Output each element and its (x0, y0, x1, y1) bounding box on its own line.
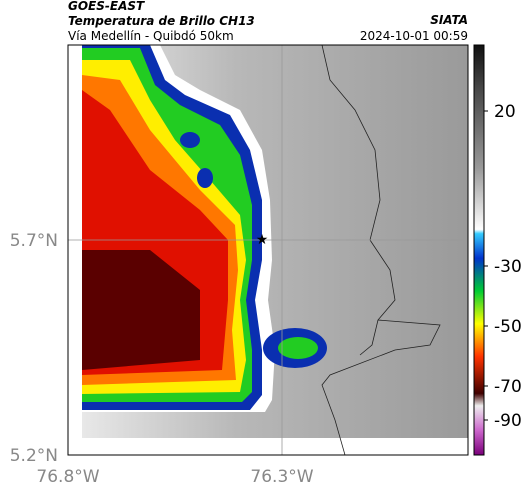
lat-label: 5.2°N (10, 446, 58, 466)
colorbar-tick-label: -90 (494, 411, 522, 431)
colorbar-tick-label: -30 (494, 257, 522, 277)
colorbar-tick-label: 20 (494, 102, 516, 122)
map-area: ★ (67, 44, 469, 456)
colorbar-ticks: 20 -30 -50 -70 -90 (484, 102, 522, 431)
svg-text:★: ★ (256, 232, 269, 248)
colorbar (473, 44, 485, 456)
colorbar-tick-label: -70 (494, 377, 522, 397)
route: Vía Medellín - Quibdó 50km (68, 29, 234, 43)
colorbar-tick-label: -50 (494, 317, 522, 337)
satellite: GOES-EAST (68, 0, 145, 13)
lon-label: 76.3°W (250, 467, 313, 487)
product: Temperatura de Brillo CH13 (68, 14, 255, 28)
lon-label: 76.8°W (36, 467, 99, 487)
lat-label: 5.7°N (10, 231, 58, 251)
datetime: 2024-10-01 00:59 (360, 29, 468, 43)
source: SIATA (430, 13, 468, 27)
